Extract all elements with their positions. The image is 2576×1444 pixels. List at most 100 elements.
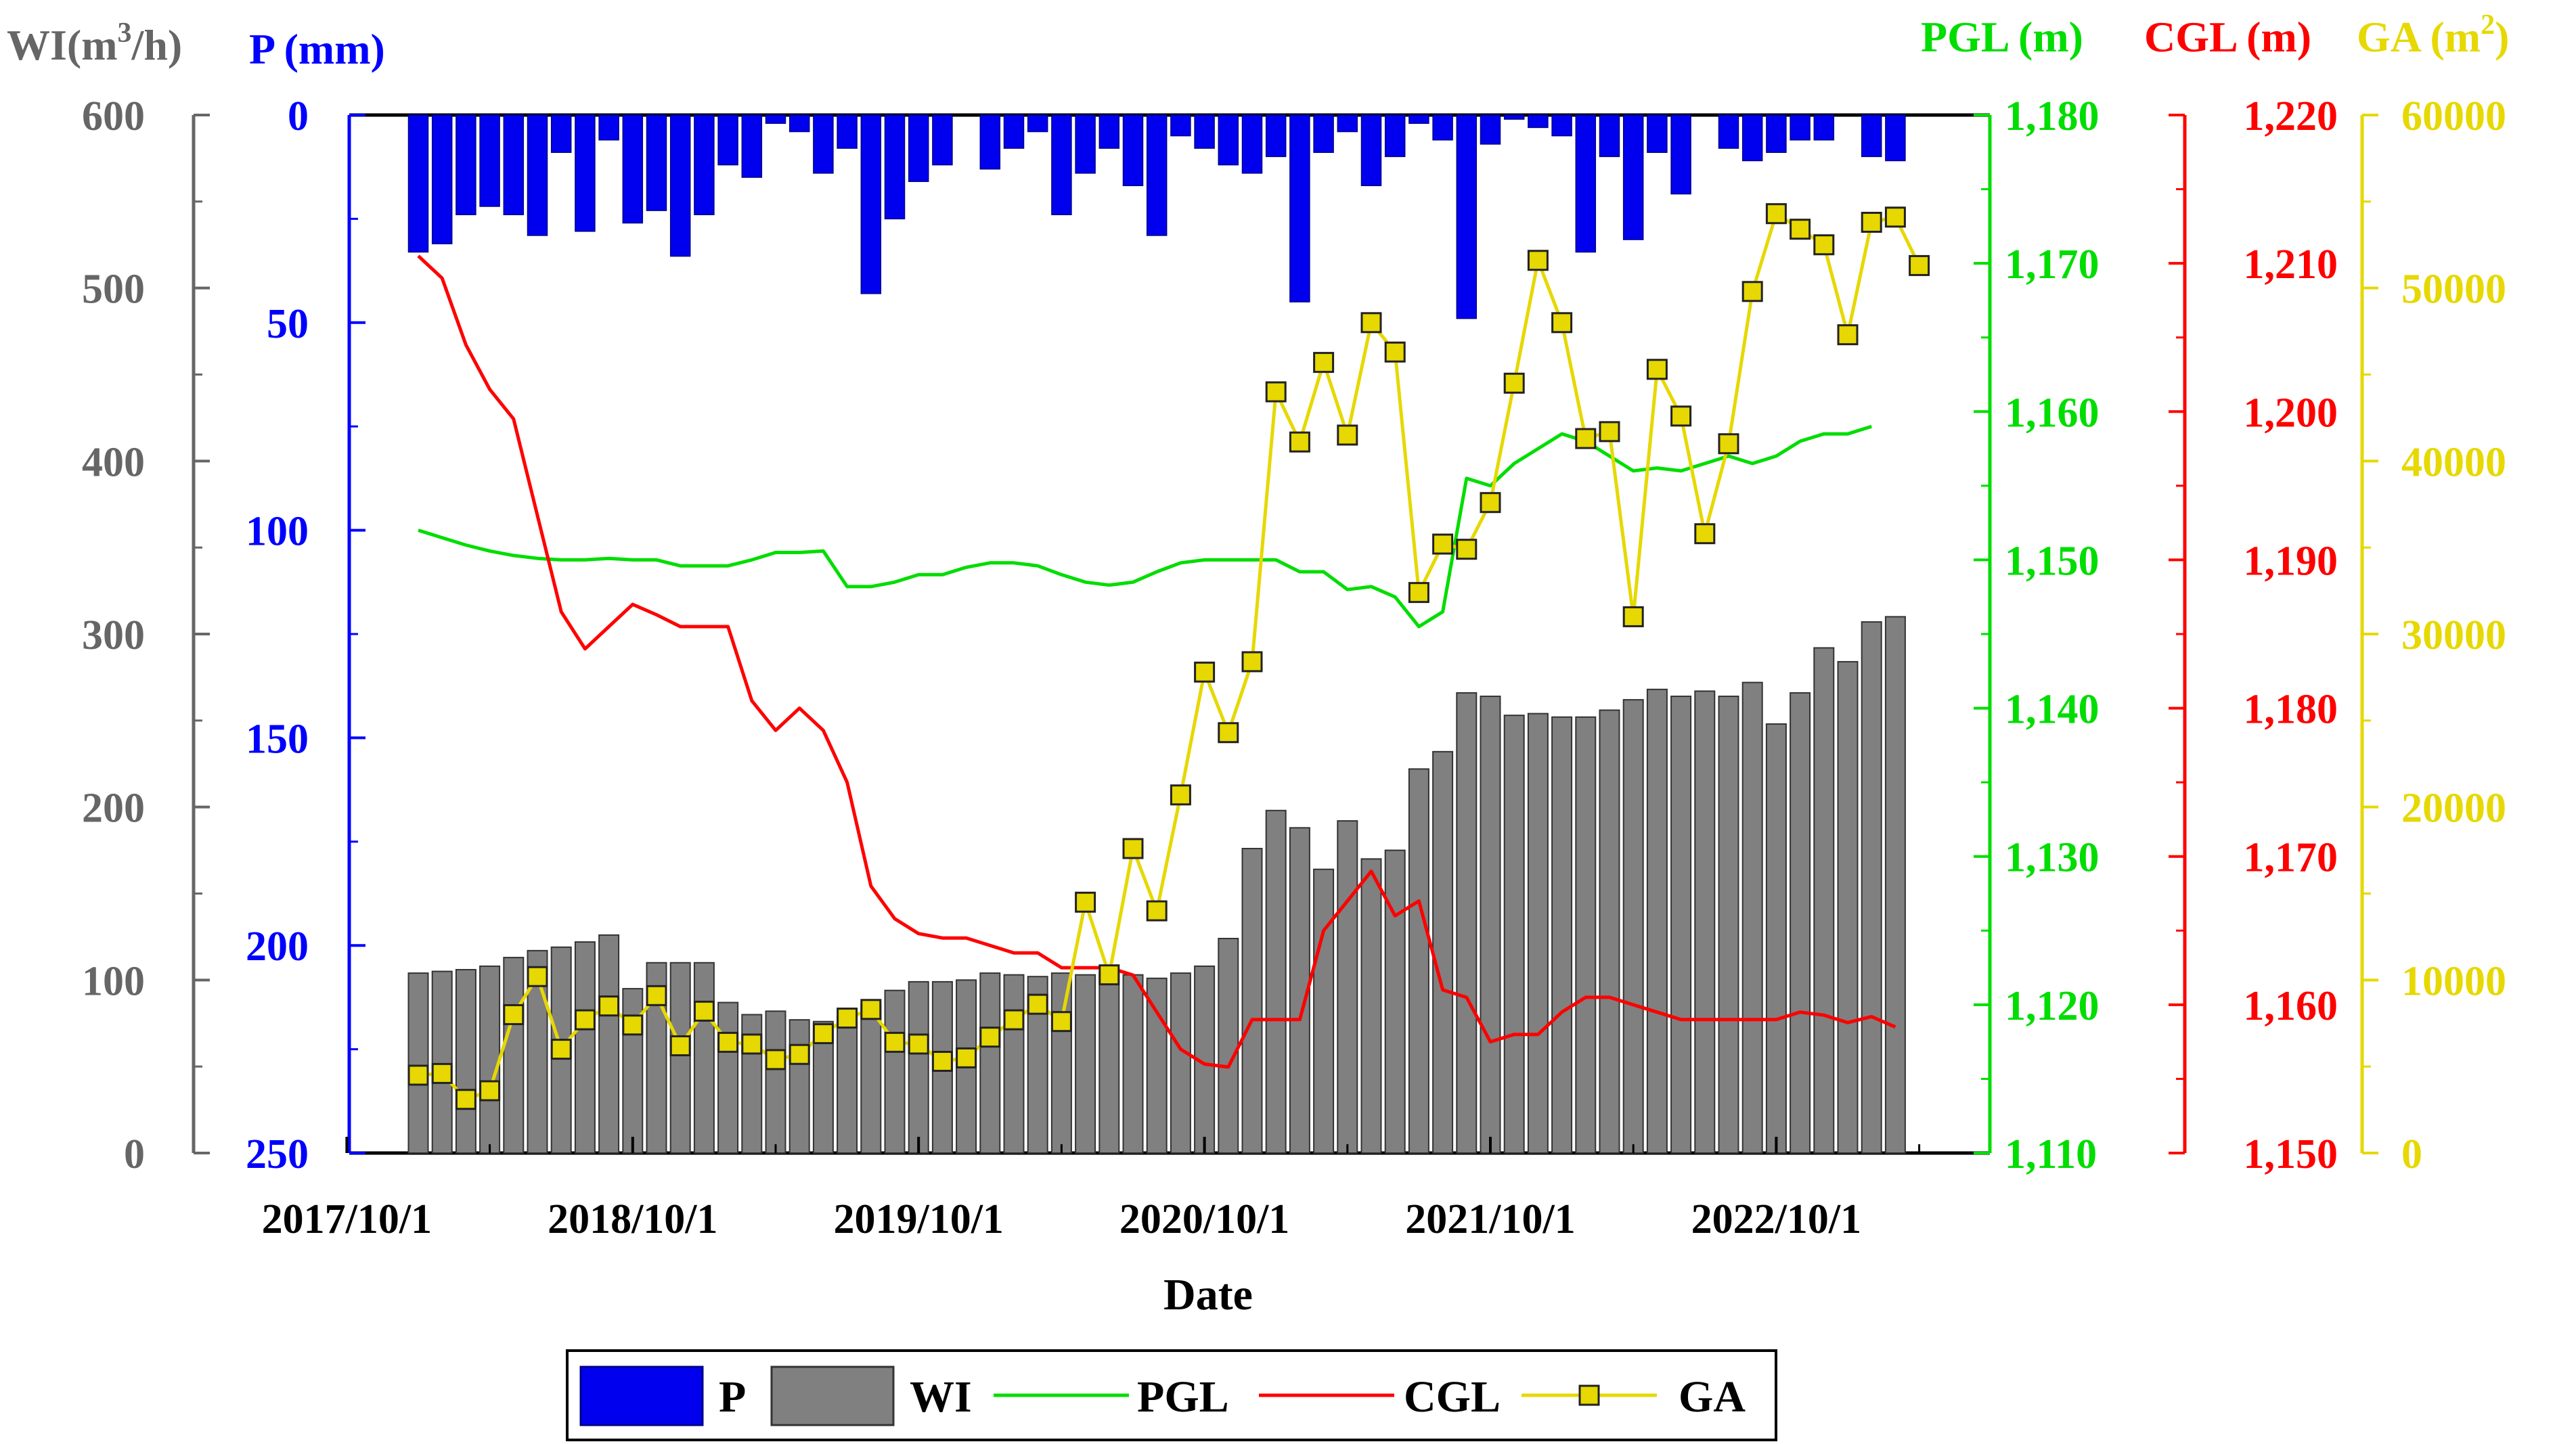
p-bar xyxy=(765,114,786,125)
ga-marker xyxy=(1408,582,1429,604)
tick-label: 1,190 xyxy=(2244,538,2338,584)
ga-marker xyxy=(1050,1011,1072,1033)
wi-bar xyxy=(1670,696,1692,1154)
wi-bar xyxy=(1241,848,1263,1154)
ga-marker xyxy=(431,1062,453,1084)
ga-marker xyxy=(1837,324,1859,346)
tick-label: 1,120 xyxy=(2005,983,2100,1029)
p-bar xyxy=(1718,114,1739,149)
wi-bar xyxy=(1765,723,1787,1154)
tick-label: 1,200 xyxy=(2244,390,2338,436)
tick-label: 150 xyxy=(246,716,309,762)
legend-label: P xyxy=(719,1372,746,1422)
legend-label: CGL xyxy=(1404,1372,1501,1422)
ga-marker xyxy=(1575,428,1597,449)
tick-label: 1,180 xyxy=(2244,687,2338,733)
wi-bars xyxy=(407,616,1906,1154)
ga-marker xyxy=(1694,523,1716,545)
ga-marker xyxy=(741,1033,763,1055)
p-bar xyxy=(1122,114,1144,187)
p-bar xyxy=(813,114,834,174)
ga-marker xyxy=(1861,212,1882,233)
wi-bar xyxy=(1456,692,1478,1154)
legend-item-wi: WI xyxy=(770,1366,972,1426)
p-bar xyxy=(694,114,715,216)
p-bar xyxy=(1670,114,1691,195)
ga-marker xyxy=(908,1033,929,1055)
p-bar xyxy=(884,114,906,220)
p-bar xyxy=(1194,114,1215,149)
p-bar xyxy=(598,114,619,141)
tick-label: 1,170 xyxy=(2244,835,2338,881)
ga-marker xyxy=(598,995,620,1017)
ga-marker xyxy=(1313,352,1335,374)
p-bar xyxy=(1408,114,1429,125)
ga-marker xyxy=(1813,234,1835,256)
wi-bar xyxy=(622,988,644,1154)
tick-label: 500 xyxy=(82,267,145,313)
legend-marker xyxy=(1578,1384,1600,1406)
legend-swatch xyxy=(770,1366,895,1426)
p-bar xyxy=(1622,114,1644,240)
ga-marker xyxy=(1622,606,1644,627)
wi-bar xyxy=(1790,692,1811,1154)
p-bar xyxy=(1027,114,1048,133)
wi-bar xyxy=(1003,974,1025,1154)
x-tick-label: 2022/10/1 xyxy=(1691,1196,1861,1242)
tick-label: 20000 xyxy=(2401,786,2506,832)
ga-marker xyxy=(979,1026,1001,1048)
p-bar xyxy=(431,114,453,244)
wi-bar xyxy=(1408,768,1429,1154)
ga-marker xyxy=(669,1035,691,1056)
cgl-line xyxy=(417,254,1896,1069)
ga-marker xyxy=(1909,254,1930,276)
wi-bar xyxy=(1265,809,1287,1154)
p-bar xyxy=(1313,114,1334,153)
wi-bar xyxy=(574,941,596,1154)
x-axis: 2017/10/1 2018/10/1 2019/10/1 2020/10/1 2021… xyxy=(262,1137,1921,1242)
legend-label: WI xyxy=(910,1372,972,1422)
ga-marker xyxy=(789,1043,810,1065)
wi-bar xyxy=(1218,937,1239,1154)
ga-marker xyxy=(1289,431,1310,453)
wi-bar xyxy=(503,957,525,1154)
tick-label: 0 xyxy=(2401,1131,2422,1177)
wi-axis: 0 100 200 300 400 500 600 xyxy=(82,93,210,1177)
p-bars xyxy=(407,114,1906,319)
ga-marker xyxy=(1670,405,1692,427)
ga-marker xyxy=(860,999,882,1020)
tick-label: 1,110 xyxy=(2005,1131,2097,1177)
ga-marker xyxy=(1884,206,1906,228)
pgl-axis: 1,110 1,120 1,130 1,140 1,150 1,160 1,170 1,180 xyxy=(1974,93,2100,1177)
wi-bar xyxy=(765,1010,786,1154)
ga-marker xyxy=(1265,381,1287,403)
p-bar xyxy=(550,114,572,153)
cgl-axis: 1,150 1,160 1,170 1,180 1,190 1,200 1,210 1,220 xyxy=(2169,93,2338,1177)
p-bar xyxy=(908,114,929,182)
wi-bar xyxy=(598,934,620,1154)
x-tick-label: 2018/10/1 xyxy=(548,1196,717,1242)
ga-marker xyxy=(1170,784,1191,806)
tick-label: 200 xyxy=(82,786,145,832)
ga-marker xyxy=(550,1039,572,1060)
axis-titles: WI(m3/h) P (mm) PGL (m) CGL (m) GA (m2) … xyxy=(7,9,2509,1319)
p-bar xyxy=(479,114,500,207)
p-bar xyxy=(622,114,644,224)
wi-bar xyxy=(979,972,1001,1154)
ga-marker xyxy=(765,1049,786,1070)
p-bar xyxy=(1741,114,1763,162)
ga-marker xyxy=(1122,838,1144,859)
wi-bar xyxy=(1527,713,1549,1154)
tick-label: 1,210 xyxy=(2244,242,2338,288)
wi-bar xyxy=(1146,977,1168,1154)
tick-label: 1,170 xyxy=(2005,242,2100,288)
pgl-axis-title: PGL (m) xyxy=(1921,13,2083,61)
wi-bar xyxy=(1837,660,1859,1154)
tick-label: 200 xyxy=(246,924,309,970)
wi-axis-title: WI(m3/h) xyxy=(7,18,182,69)
p-bar xyxy=(1503,114,1525,120)
wi-bar xyxy=(455,968,476,1154)
p-bar xyxy=(979,114,1001,170)
ga-marker xyxy=(1075,891,1096,913)
